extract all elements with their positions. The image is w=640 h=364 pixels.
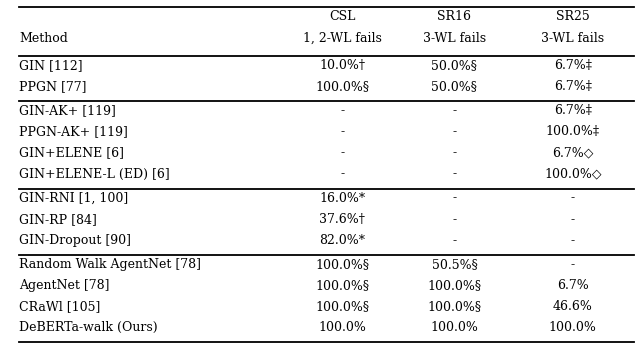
Text: 6.7%‡: 6.7%‡ [554,80,592,93]
Text: 1, 2-WL fails: 1, 2-WL fails [303,32,382,45]
Text: Random Walk AgentNet [78]: Random Walk AgentNet [78] [19,258,201,271]
Text: CRaWl [105]: CRaWl [105] [19,300,100,313]
Text: -: - [571,258,575,271]
Text: 100.0%: 100.0% [549,321,596,334]
Text: -: - [452,191,456,205]
Text: -: - [452,167,456,181]
Text: GIN [112]: GIN [112] [19,59,83,72]
Text: 50.5%§: 50.5%§ [431,258,477,271]
Text: -: - [571,191,575,205]
Text: 100.0%§: 100.0%§ [316,279,369,292]
Text: 100.0%§: 100.0%§ [316,80,369,93]
Text: 100.0%: 100.0% [431,321,478,334]
Text: Method: Method [19,32,68,45]
Text: AgentNet [78]: AgentNet [78] [19,279,109,292]
Text: SR16: SR16 [437,10,472,23]
Text: 50.0%§: 50.0%§ [431,59,477,72]
Text: 100.0%◇: 100.0%◇ [544,167,602,181]
Text: DeBERTa-walk (Ours): DeBERTa-walk (Ours) [19,321,158,334]
Text: -: - [340,125,344,138]
Text: 50.0%§: 50.0%§ [431,80,477,93]
Text: 10.0%†: 10.0%† [319,59,365,72]
Text: SR25: SR25 [556,10,589,23]
Text: 6.7%‡: 6.7%‡ [554,104,592,117]
Text: 100.0%: 100.0% [319,321,366,334]
Text: -: - [452,213,456,226]
Text: GIN+ELENE [6]: GIN+ELENE [6] [19,146,124,159]
Text: GIN+ELENE-L (ED) [6]: GIN+ELENE-L (ED) [6] [19,167,170,181]
Text: 16.0%*: 16.0%* [319,191,365,205]
Text: -: - [452,146,456,159]
Text: PPGN [77]: PPGN [77] [19,80,86,93]
Text: CSL: CSL [329,10,356,23]
Text: 37.6%†: 37.6%† [319,213,365,226]
Text: 6.7%◇: 6.7%◇ [552,146,593,159]
Text: -: - [340,104,344,117]
Text: PPGN-AK+ [119]: PPGN-AK+ [119] [19,125,128,138]
Text: 6.7%‡: 6.7%‡ [554,59,592,72]
Text: -: - [571,213,575,226]
Text: 100.0%§: 100.0%§ [316,258,369,271]
Text: 100.0%§: 100.0%§ [428,279,481,292]
Text: GIN-AK+ [119]: GIN-AK+ [119] [19,104,116,117]
Text: -: - [452,125,456,138]
Text: 82.0%*: 82.0%* [319,234,365,247]
Text: 100.0%‡: 100.0%‡ [546,125,600,138]
Text: -: - [340,167,344,181]
Text: 6.7%: 6.7% [557,279,589,292]
Text: -: - [340,146,344,159]
Text: -: - [571,234,575,247]
Text: 46.6%: 46.6% [553,300,593,313]
Text: 100.0%§: 100.0%§ [428,300,481,313]
Text: -: - [452,104,456,117]
Text: GIN-Dropout [90]: GIN-Dropout [90] [19,234,131,247]
Text: 3-WL fails: 3-WL fails [541,32,604,45]
Text: GIN-RP [84]: GIN-RP [84] [19,213,97,226]
Text: 100.0%§: 100.0%§ [316,300,369,313]
Text: GIN-RNI [1, 100]: GIN-RNI [1, 100] [19,191,129,205]
Text: -: - [452,234,456,247]
Text: 3-WL fails: 3-WL fails [423,32,486,45]
